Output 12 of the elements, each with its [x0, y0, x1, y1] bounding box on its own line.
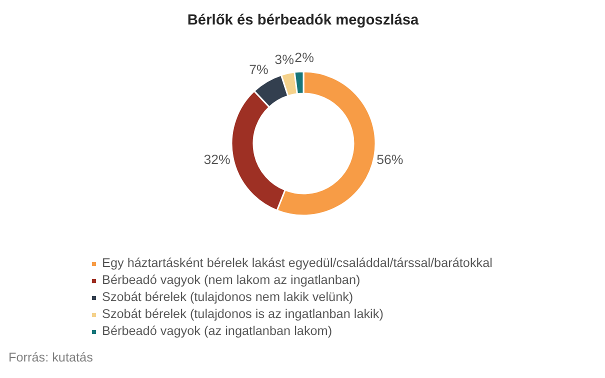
data-label: 7%: [249, 62, 268, 77]
legend-label: Bérbeadó vagyok (az ingatlanban lakom): [102, 324, 332, 338]
data-label: 56%: [376, 152, 404, 168]
legend-label: Egy háztartásként bérelek lakást egyedül/családdal/társsal/barátokkal: [102, 256, 492, 270]
legend-label: Bérbeadó vagyok (nem lakom az ingatlanban): [102, 273, 360, 287]
chart-title: Bérlők és bérbeadók megoszlása: [187, 12, 420, 28]
data-label: 3%: [274, 52, 294, 68]
data-label: 2%: [294, 50, 314, 66]
legend-label: Szobát bérelek (tulajdonos is az ingatlanban lakik): [102, 307, 384, 321]
legend-label: Szobát bérelek (tulajdonos nem lakik velünk): [102, 290, 354, 304]
text: Forrás: kutatás: [8, 350, 93, 364]
data-label: 32%: [204, 152, 231, 168]
